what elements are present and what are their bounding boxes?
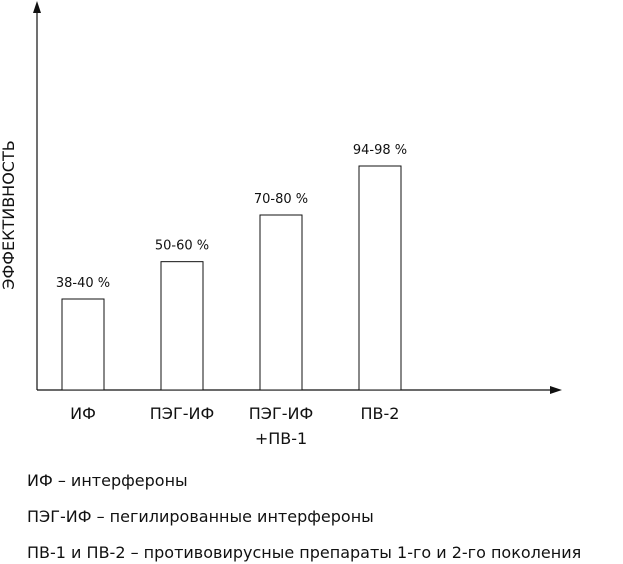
legend-note: ИФ – интерфероны bbox=[27, 471, 188, 490]
bar bbox=[160, 261, 204, 391]
bar bbox=[61, 298, 105, 391]
value-label: 94-98 % bbox=[353, 143, 407, 158]
y-axis-arrow bbox=[33, 1, 41, 13]
legend-note: ПВ-1 и ПВ-2 – противовирусные препараты … bbox=[27, 543, 582, 562]
x-axis-arrow bbox=[550, 386, 562, 394]
bar bbox=[358, 165, 402, 391]
x-tick-label: ИФ bbox=[70, 404, 96, 423]
value-label: 50-60 % bbox=[155, 239, 209, 254]
value-label: 38-40 % bbox=[56, 276, 110, 291]
value-label: 70-80 % bbox=[254, 192, 308, 207]
legend-note: ПЭГ-ИФ – пегилированные интерфероны bbox=[27, 507, 374, 526]
y-axis-label: ЭФФЕКТИВНОСТЬ bbox=[0, 140, 18, 289]
bar bbox=[259, 214, 303, 391]
x-tick-label: ПВ-2 bbox=[360, 404, 400, 423]
x-tick-label: ПЭГ-ИФ bbox=[149, 404, 215, 423]
x-tick-label: ПЭГ-ИФ +ПВ-1 bbox=[248, 404, 314, 448]
